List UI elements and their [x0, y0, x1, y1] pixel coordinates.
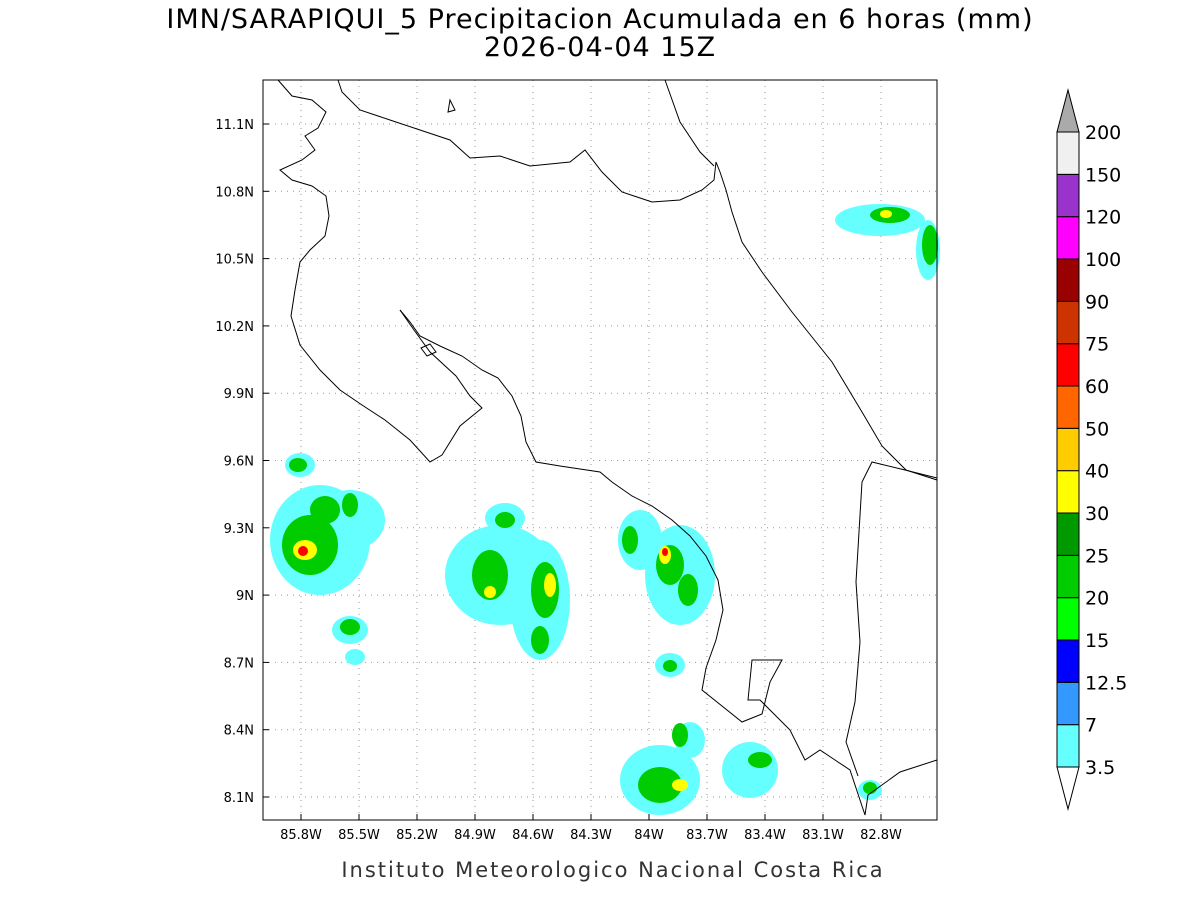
lon-label: 84.6W	[512, 828, 554, 843]
colorbar-swatch	[1056, 512, 1080, 556]
lon-label: 83.1W	[802, 828, 844, 843]
colorbar-label: 12.5	[1085, 672, 1127, 694]
colorbar-label: 15	[1085, 630, 1109, 652]
colorbar-swatch	[1056, 639, 1080, 683]
lat-label: 9.9N	[224, 387, 254, 402]
lat-label: 11.1N	[215, 118, 254, 133]
colorbar-swatch	[1056, 385, 1080, 429]
colorbar-swatch	[1056, 300, 1080, 345]
colorbar-label: 30	[1085, 503, 1109, 525]
colorbar-label: 50	[1085, 418, 1109, 440]
colorbar-label: 150	[1085, 164, 1121, 186]
colorbar-label: 100	[1085, 249, 1121, 271]
lon-label: 85.8W	[280, 828, 322, 843]
lat-label: 8.4N	[224, 724, 254, 739]
colorbar-label: 90	[1085, 291, 1109, 313]
lat-label: 8.7N	[224, 656, 254, 671]
map-subtitle: 2026-04-04 15Z	[484, 32, 716, 63]
colorbar-swatch	[1056, 554, 1080, 599]
colorbar-label: 3.5	[1085, 757, 1115, 779]
lon-label: 85.5W	[338, 828, 380, 843]
lon-label: 84.9W	[454, 828, 496, 843]
axis-labels: 85.8W 85.5W 85.2W 84.9W 84.6W 84.3W 84W 83.7W 83…	[215, 118, 902, 843]
lat-label: 9.3N	[224, 522, 254, 537]
lat-label: 10.8N	[215, 185, 254, 200]
colorbar-swatch	[1056, 470, 1080, 514]
colorbar-swatch	[1056, 343, 1080, 387]
precipitation	[270, 204, 940, 815]
lon-label: 83.7W	[686, 828, 728, 843]
colorbar-label: 7	[1085, 715, 1097, 737]
lat-label: 8.1N	[224, 791, 254, 806]
lon-label: 85.2W	[396, 828, 438, 843]
lon-label: 84W	[634, 828, 664, 843]
colorbar-label: 20	[1085, 588, 1109, 610]
lat-label: 9N	[236, 589, 254, 604]
grid	[263, 80, 937, 820]
colorbar-below	[1056, 766, 1080, 811]
map-footer: Instituto Meteorologico Nacional Costa R…	[341, 858, 884, 882]
map-frame	[262, 79, 938, 821]
colorbar-label: 25	[1085, 545, 1109, 567]
lon-label: 82.8W	[860, 828, 902, 843]
colorbar-swatch	[1056, 724, 1080, 768]
colorbar-swatch	[1056, 216, 1080, 260]
colorbar-label: 120	[1085, 207, 1121, 229]
colorbar-swatch	[1056, 131, 1080, 175]
colorbar: 3.5 7 12.5 15 20 25 30 40 50 60 75 90 100 120 150 200	[1056, 88, 1127, 811]
lat-label: 10.2N	[215, 320, 254, 335]
map-title: IMN/SARAPIQUI_5 Precipitacion Acumulada …	[166, 4, 1033, 35]
colorbar-swatch	[1056, 258, 1080, 302]
lon-label: 83.4W	[744, 828, 786, 843]
colorbar-label: 200	[1085, 122, 1121, 144]
lon-label: 84.3W	[570, 828, 612, 843]
lat-label: 10.5N	[215, 253, 254, 268]
colorbar-label: 40	[1085, 461, 1109, 483]
colorbar-swatch	[1056, 681, 1080, 726]
colorbar-label: 60	[1085, 376, 1109, 398]
lat-label: 9.6N	[224, 455, 254, 470]
colorbar-label: 75	[1085, 334, 1109, 356]
colorbar-swatch	[1056, 597, 1080, 641]
colorbar-above	[1056, 88, 1080, 133]
colorbar-swatch	[1056, 173, 1080, 218]
coastline	[277, 79, 938, 816]
colorbar-swatch	[1056, 427, 1080, 472]
